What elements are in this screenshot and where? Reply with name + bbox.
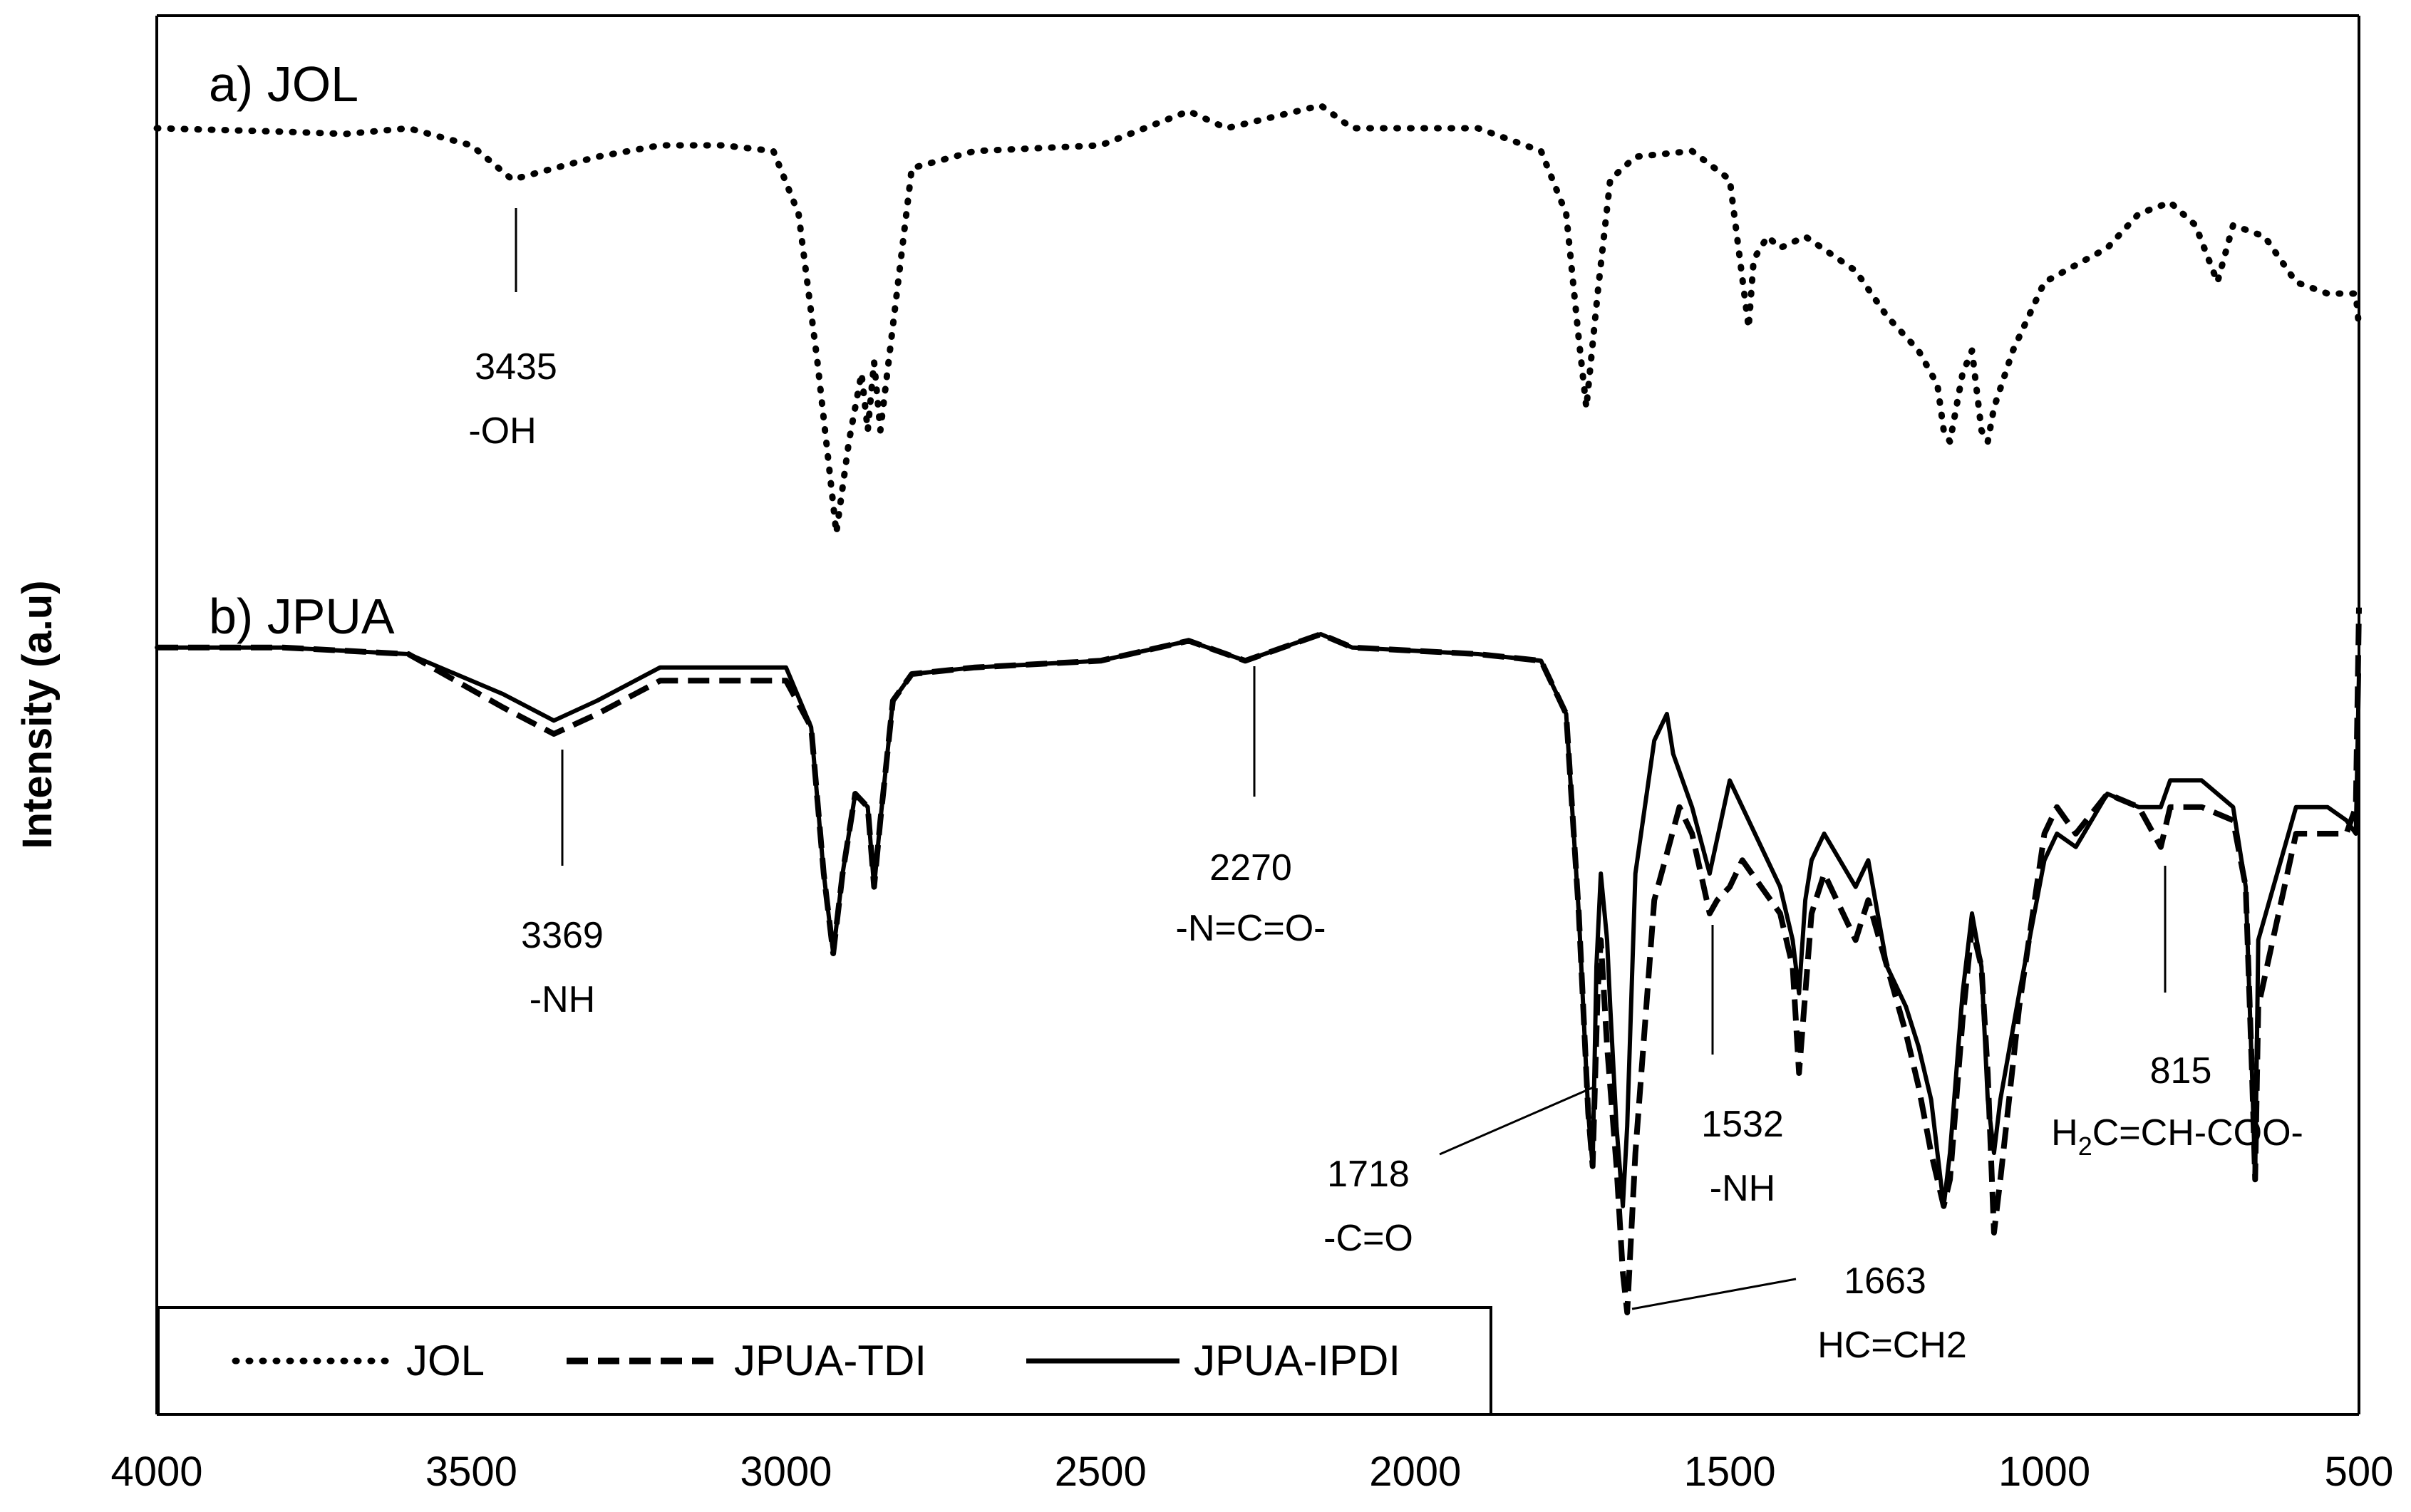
x-tick-label: 3000 (740, 1449, 832, 1495)
legend-label-jol: JOL (406, 1337, 485, 1384)
x-tick-labels: 4000 3500 3000 2500 2000 1500 1000 500 (110, 1449, 2393, 1495)
series-layer (153, 102, 2363, 1315)
series-line-jol (153, 102, 2363, 537)
legend-label-jpua-ipdi: JPUA-IPDI (1194, 1337, 1400, 1384)
x-tick-label: 2000 (1369, 1449, 1461, 1495)
annotations: 3435 -OH 3369 -NH 2270 -N=C=O- 1718 -C=O… (468, 208, 2303, 1366)
annotation-line-1663 (1631, 1278, 1797, 1310)
annotation-value-3369: 3369 (521, 915, 604, 956)
x-tick-label: 3500 (425, 1449, 517, 1495)
y-axis-label: Intensity (a.u) (14, 580, 61, 849)
annotation-label-2270: -N=C=O- (1176, 908, 1326, 949)
annotation-value-1718: 1718 (1327, 1154, 1410, 1195)
annotation-value-3435: 3435 (475, 346, 557, 388)
x-tick-label: 1000 (1998, 1449, 2090, 1495)
annotation-label-1718: -C=O (1323, 1218, 1413, 1259)
series-line-jpua-ipdi (155, 632, 2361, 1208)
x-tick-label: 4000 (110, 1449, 202, 1495)
legend: JOL JPUA-TDI JPUA-IPDI (157, 1306, 1492, 1416)
annotation-value-815: 815 (2150, 1050, 2212, 1092)
annotation-value-1532: 1532 (1701, 1104, 1784, 1145)
annotation-label-815: H2C=CH-COO- (2051, 1112, 2303, 1161)
x-tick-label: 2500 (1055, 1449, 1147, 1495)
legend-label-jpua-tdi: JPUA-TDI (734, 1337, 926, 1384)
panel-label-b: b) JPUA (209, 589, 395, 644)
annotation-label-3369: -NH (530, 979, 595, 1020)
annotation-value-1663: 1663 (1844, 1260, 1926, 1302)
annotation-value-2270: 2270 (1209, 847, 1292, 889)
panel-label-a: a) JOL (209, 56, 358, 112)
x-tick-label: 500 (2325, 1449, 2394, 1495)
legend-box (157, 1306, 1492, 1416)
annotation-label-3435: -OH (468, 410, 536, 452)
annotation-label-1663: HC=CH2 (1817, 1325, 1967, 1366)
annotation-line-1718 (1439, 1085, 1596, 1156)
annotation-label-1532: -NH (1710, 1168, 1775, 1209)
x-tick-label: 1500 (1684, 1449, 1776, 1495)
